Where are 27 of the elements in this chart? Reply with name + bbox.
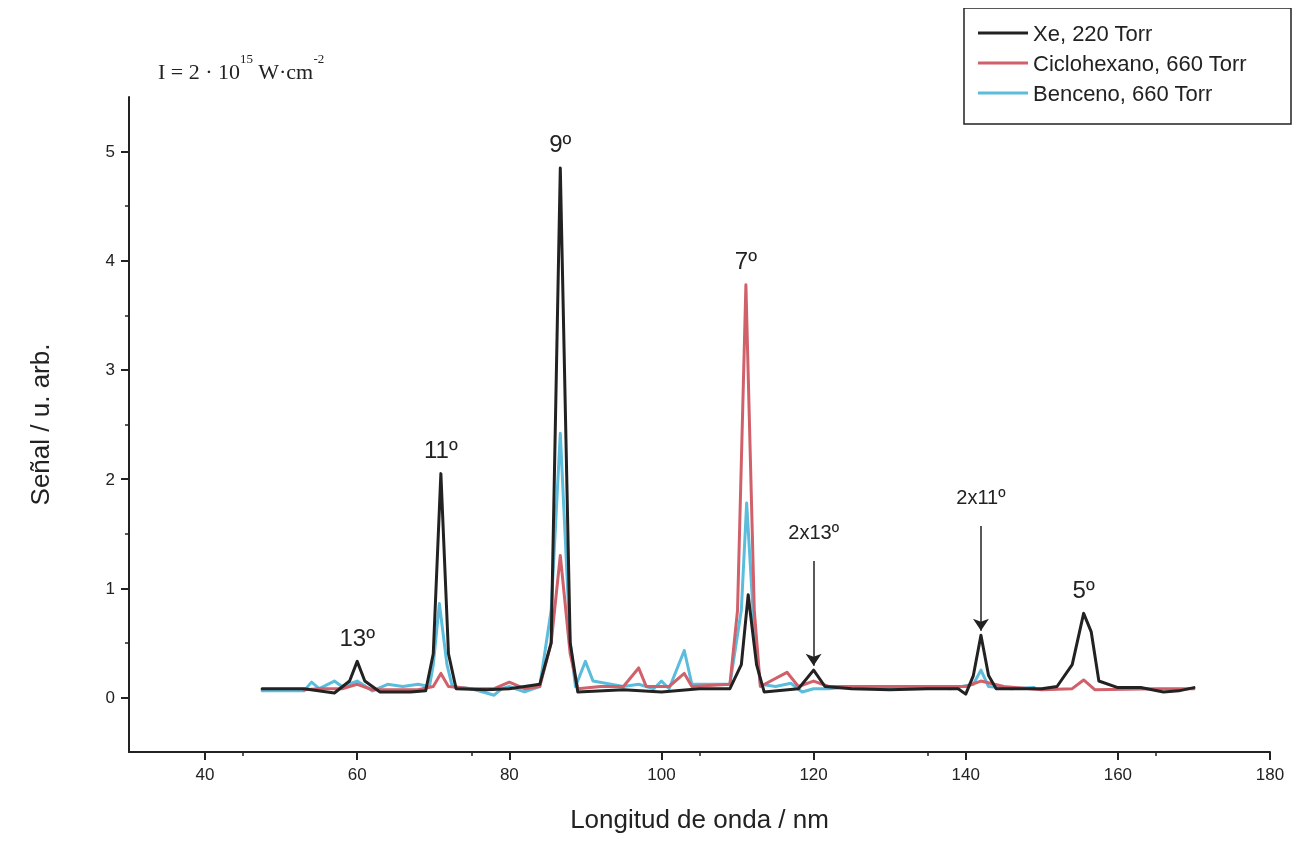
x-tick-label: 160: [1103, 765, 1133, 784]
y-axis-title: Señal / u. arb.: [25, 343, 55, 506]
annotation: 5º: [1072, 575, 1095, 603]
legend-label: Ciclohexano, 660 Torr: [1032, 50, 1247, 76]
y-tick-label: 5: [105, 142, 115, 162]
y-tick-label: 1: [105, 578, 115, 598]
legend-label: Xe, 220 Torr: [1032, 20, 1153, 46]
x-tick-label: 60: [347, 765, 367, 784]
x-tick-label: 80: [499, 765, 519, 784]
x-axis-title: Longitud de onda / nm: [570, 804, 829, 834]
annotation: 11º: [424, 436, 458, 464]
line-series: [260, 166, 1196, 696]
y-tick-label: 4: [105, 251, 115, 271]
legend-label: Benceno, 660 Torr: [1032, 80, 1213, 106]
annotation: 9º: [549, 130, 572, 158]
x-tick-label: 140: [951, 765, 980, 784]
x-tick-label: 40: [195, 765, 215, 784]
y-tick-label: 3: [105, 360, 115, 380]
y-tick-label: 0: [105, 687, 115, 707]
annotation: 2x11º: [956, 485, 1007, 508]
annotation: 13º: [339, 623, 376, 651]
annotation: 2x13º: [788, 520, 840, 543]
x-tick-label: 100: [647, 765, 676, 784]
x-tick-label: 180: [1255, 765, 1285, 784]
x-tick-label: 120: [799, 765, 828, 784]
annotation: 7º: [734, 247, 758, 275]
y-tick-label: 2: [105, 469, 115, 489]
